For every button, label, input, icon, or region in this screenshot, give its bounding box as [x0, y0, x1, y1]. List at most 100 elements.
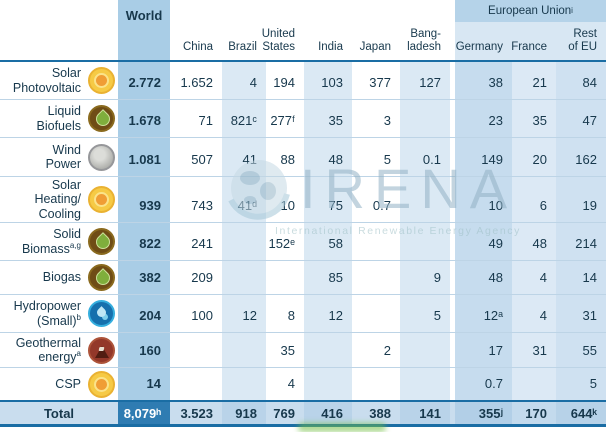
total-value-cell: 918 — [222, 402, 266, 424]
biofuel-drop-icon — [88, 228, 115, 255]
total-value-cell: 170 — [512, 402, 556, 424]
row-label: Wind Power — [45, 142, 81, 171]
value-cell: 162 — [556, 138, 606, 176]
column-header-japan: Japan — [359, 40, 391, 53]
row-label: Hydropower (Small)b — [13, 299, 81, 328]
biofuel-drop-icon — [88, 105, 115, 132]
value-cell: 821ᶜ — [222, 100, 266, 137]
value-cell — [352, 295, 400, 332]
value-cell: 31 — [556, 295, 606, 332]
header-spacer — [0, 0, 118, 60]
value-cell: 14 — [556, 261, 606, 294]
value-cell: 41ᵈ — [222, 177, 266, 222]
value-cell — [222, 223, 266, 260]
value-cell: 1.081 — [118, 138, 170, 176]
value-cell: 55 — [556, 333, 606, 367]
total-label: Total — [0, 402, 118, 424]
value-cell: 6 — [512, 177, 556, 222]
value-cell: 49 — [450, 223, 512, 260]
value-cell: 31 — [512, 333, 556, 367]
biofuel-drop-icon — [88, 264, 115, 291]
value-cell: 209 — [191, 270, 213, 285]
value-cell: 1.678 — [118, 100, 170, 137]
table-row: Wind Power 1.081 507 41 88 48 5 0.1 149 20 162 — [0, 137, 606, 176]
value-cell: 10 — [280, 198, 295, 213]
table-row: Solid Biomassa,g 822 241 152ᵉ 58 49 48 214 — [0, 222, 606, 260]
sun-icon — [88, 186, 115, 213]
value-cell: 939 — [118, 177, 170, 222]
value-cell: 5 — [556, 368, 606, 400]
value-cell: 100 — [191, 308, 213, 323]
row-label: Solid Biomassa,g — [21, 227, 81, 256]
water-drop-icon — [88, 300, 115, 327]
value-cell: 507 — [191, 152, 213, 167]
value-cell: 14 — [118, 368, 170, 400]
column-header-bangladesh: Bang- ladesh — [407, 27, 441, 53]
value-cell — [222, 261, 266, 294]
row-label-cell: Solar Heating/ Cooling — [0, 177, 118, 222]
row-label-cell: Solar Photovoltaic — [0, 62, 118, 99]
value-cell: 88 — [280, 152, 295, 167]
value-cell: 48 — [512, 223, 556, 260]
value-cell: 58 — [304, 223, 352, 260]
value-cell — [400, 333, 450, 367]
value-cell: 5 — [383, 152, 391, 167]
total-value-cell: 769 — [266, 402, 304, 424]
value-cell — [170, 333, 222, 367]
table-row: CSP 14 4 0.7 5 — [0, 367, 606, 400]
sun-icon — [88, 370, 115, 398]
row-label: Liquid Biofuels — [36, 104, 81, 133]
row-label-cell: Geothermal energya — [0, 333, 118, 367]
value-cell — [222, 333, 266, 367]
value-cell: 5 — [400, 295, 450, 332]
table-row: Solar Heating/ Cooling 939 743 41ᵈ 10 75 0.7 10… — [0, 176, 606, 222]
wind-icon — [88, 143, 115, 171]
value-cell — [400, 223, 450, 260]
value-cell: 12ᵃ — [450, 295, 512, 332]
value-cell: 204 — [118, 295, 170, 332]
value-cell: 743 — [191, 198, 213, 213]
value-cell: 194 — [273, 75, 295, 90]
value-cell — [400, 177, 450, 222]
table-row: Biogas 382 209 85 9 48 4 14 — [0, 260, 606, 294]
value-cell: 48 — [304, 138, 352, 176]
value-cell: 4 — [512, 295, 556, 332]
table-row: Hydropower (Small)b 204 100 12 8 12 5 12ᵃ 4 31 — [0, 294, 606, 332]
value-cell: 21 — [512, 62, 556, 99]
row-label: Geothermal energya — [15, 335, 81, 364]
total-value-cell: 141 — [400, 402, 450, 424]
table-row: Solar Photovoltaic 2.772 1.652 4 194 103 377 12… — [0, 62, 606, 99]
value-cell — [266, 261, 304, 294]
column-header-china: China — [182, 40, 213, 53]
value-cell: 10 — [450, 177, 512, 222]
value-cell: 35 — [512, 100, 556, 137]
value-cell: 4 — [222, 62, 266, 99]
value-cell — [400, 368, 450, 400]
green-watermark — [298, 423, 386, 432]
value-cell: 23 — [450, 100, 512, 137]
table-row: Liquid Biofuels 1.678 71 821ᶜ 277ᶠ 35 3 23 35 47 — [0, 99, 606, 137]
row-label: CSP — [55, 376, 81, 391]
value-cell: 75 — [304, 177, 352, 222]
value-cell: 214 — [556, 223, 606, 260]
value-cell: 377 — [369, 75, 391, 90]
value-cell: 35 — [304, 100, 352, 137]
value-cell: 12 — [304, 295, 352, 332]
value-cell: 4 — [287, 376, 295, 391]
value-cell: 9 — [400, 261, 450, 294]
column-header-world: World — [118, 0, 170, 60]
total-value-cell: 388 — [352, 402, 400, 424]
row-label-cell: Liquid Biofuels — [0, 100, 118, 137]
value-cell — [512, 368, 556, 400]
volcano-icon — [88, 336, 115, 364]
value-cell: 48 — [450, 261, 512, 294]
value-cell: 2 — [383, 343, 391, 358]
value-cell: 20 — [512, 138, 556, 176]
value-cell — [170, 368, 222, 400]
row-label-cell: Solid Biomassa,g — [0, 223, 118, 260]
value-cell: 71 — [198, 113, 213, 128]
value-cell — [352, 368, 400, 400]
value-cell: 103 — [304, 62, 352, 99]
table-row: Geothermal energya 160 35 2 17 31 55 — [0, 332, 606, 367]
